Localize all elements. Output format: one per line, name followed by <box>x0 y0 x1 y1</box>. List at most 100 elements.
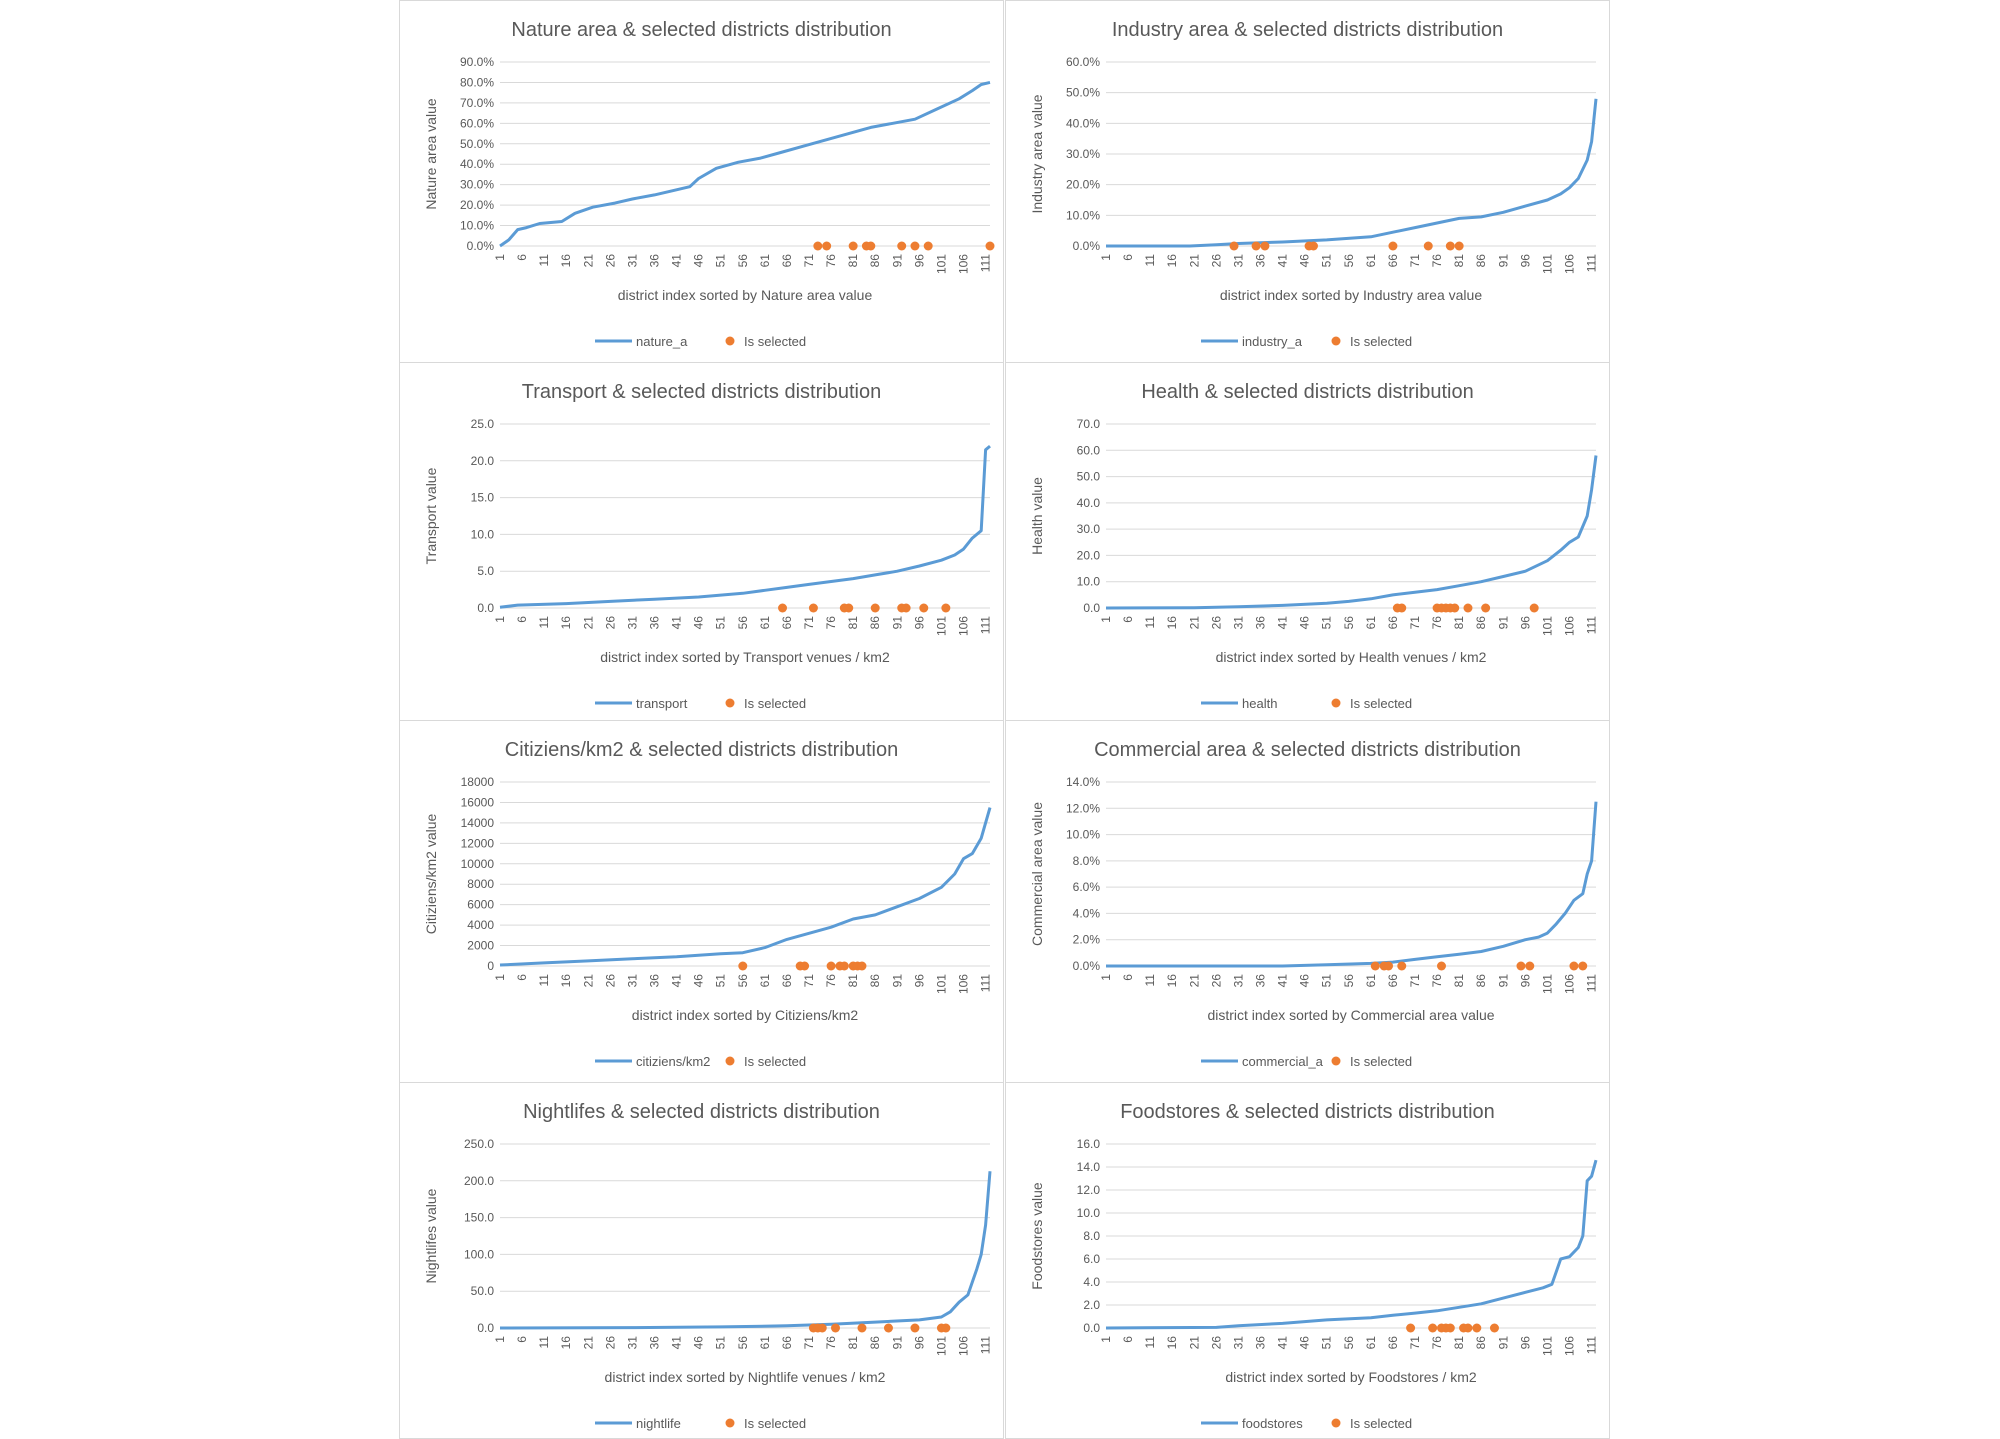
x-tick-label: 66 <box>1386 254 1400 268</box>
chart-panel-3[interactable]: Transport & selected districts distribut… <box>400 362 1003 720</box>
y-tick-label: 60.0% <box>1066 55 1100 69</box>
legend-label: Is selected <box>744 696 806 711</box>
x-tick-label: 101 <box>1540 974 1554 994</box>
chart-panel-1[interactable]: Nature area & selected districts distrib… <box>400 0 1003 362</box>
y-tick-label: 0.0 <box>477 601 494 615</box>
x-tick-label: 81 <box>846 254 860 268</box>
y-axis-title: Health value <box>1029 477 1045 555</box>
selected-district-point <box>1370 961 1380 971</box>
x-tick-label: 96 <box>1518 254 1532 268</box>
y-tick-label: 50.0 <box>1077 470 1101 484</box>
x-tick-label: 81 <box>1452 974 1466 988</box>
selected-district-point <box>866 241 876 251</box>
x-tick-label: 16 <box>559 254 573 268</box>
x-tick-label: 56 <box>736 1336 750 1350</box>
x-tick-label: 71 <box>802 254 816 268</box>
x-tick-label: 71 <box>802 974 816 988</box>
x-tick-label: 41 <box>670 1336 684 1350</box>
y-tick-label: 0 <box>487 959 494 973</box>
x-tick-label: 21 <box>1187 616 1201 630</box>
x-tick-label: 21 <box>1187 254 1201 268</box>
x-tick-label: 91 <box>890 974 904 988</box>
y-tick-label: 40.0% <box>1066 116 1100 130</box>
selected-district-point <box>1472 1323 1482 1333</box>
y-tick-label: 12000 <box>461 836 495 850</box>
y-axis-title: Commercial area value <box>1029 802 1045 946</box>
x-tick-label: 46 <box>1298 616 1312 630</box>
y-tick-label: 10.0 <box>1077 575 1101 589</box>
x-tick-label: 16 <box>1165 974 1179 988</box>
y-tick-label: 200.0 <box>464 1174 494 1188</box>
x-tick-label: 91 <box>890 616 904 630</box>
legend-label: Is selected <box>744 1054 806 1069</box>
chart-panel-4[interactable]: Health & selected districts distribution… <box>1006 362 1609 720</box>
x-tick-label: 51 <box>714 974 728 988</box>
x-tick-label: 1 <box>1099 1336 1113 1343</box>
x-tick-label: 36 <box>648 974 662 988</box>
chart-title: Citiziens/km2 & selected districts distr… <box>505 739 898 761</box>
x-tick-label: 11 <box>537 974 551 987</box>
x-tick-label: 36 <box>648 616 662 630</box>
x-axis-title: district index sorted by Industry area v… <box>1220 287 1482 303</box>
selected-district-point <box>738 961 748 971</box>
selected-district-point <box>822 241 832 251</box>
y-tick-label: 10.0 <box>1077 1206 1101 1220</box>
y-tick-label: 60.0 <box>1077 443 1101 457</box>
x-tick-label: 31 <box>625 616 639 630</box>
x-tick-label: 26 <box>603 974 617 988</box>
y-tick-label: 10.0% <box>1066 828 1100 842</box>
chart-panel-5[interactable]: Citiziens/km2 & selected districts distr… <box>400 720 1003 1082</box>
legend-label: Is selected <box>1350 696 1412 711</box>
selected-district-point <box>857 1323 867 1333</box>
legend-label: Is selected <box>1350 1416 1412 1431</box>
x-tick-label: 51 <box>1320 254 1334 268</box>
x-tick-label: 16 <box>1165 254 1179 268</box>
series-line-transport <box>499 444 991 609</box>
x-tick-label: 46 <box>692 254 706 268</box>
legend-label: nature_a <box>636 334 688 349</box>
x-tick-label: 76 <box>824 1336 838 1350</box>
x-tick-label: 46 <box>1298 974 1312 988</box>
x-tick-label: 31 <box>1231 974 1245 988</box>
y-axis-title: Foodstores value <box>1029 1182 1045 1290</box>
legend-label: health <box>1242 696 1277 711</box>
selected-district-point <box>830 1323 840 1333</box>
x-tick-label: 36 <box>1254 1336 1268 1350</box>
legend-dot-swatch <box>1331 698 1341 708</box>
chart-svg: Nature area & selected districts distrib… <box>423 19 995 349</box>
y-tick-label: 20.0% <box>1066 178 1100 192</box>
x-tick-label: 86 <box>868 616 882 630</box>
selected-district-point <box>919 603 929 613</box>
x-axis-title: district index sorted by Commercial area… <box>1207 1007 1494 1023</box>
selected-district-point <box>839 961 849 971</box>
selected-district-point <box>1489 1323 1499 1333</box>
x-tick-label: 71 <box>1408 616 1422 630</box>
x-tick-label: 81 <box>1452 254 1466 268</box>
x-tick-label: 31 <box>1231 254 1245 268</box>
chart-panel-2[interactable]: Industry area & selected districts distr… <box>1006 0 1609 362</box>
chart-panel-7[interactable]: Nightlifes & selected districts distribu… <box>400 1082 1003 1438</box>
x-tick-label: 71 <box>1408 974 1422 988</box>
x-tick-label: 51 <box>714 254 728 268</box>
selected-district-point <box>1481 603 1491 613</box>
selected-district-point <box>1397 961 1407 971</box>
series-line-industry-a <box>1106 98 1598 248</box>
x-tick-label: 66 <box>780 974 794 988</box>
x-tick-label: 11 <box>1143 974 1157 987</box>
x-tick-label: 36 <box>1254 974 1268 988</box>
x-tick-label: 61 <box>1364 1336 1378 1350</box>
x-tick-label: 21 <box>581 974 595 988</box>
x-tick-label: 61 <box>1364 974 1378 988</box>
x-axis-title: district index sorted by Transport venue… <box>600 649 890 665</box>
x-tick-label: 66 <box>780 616 794 630</box>
x-tick-label: 26 <box>603 254 617 268</box>
selected-district-point <box>923 241 933 251</box>
chart-panel-6[interactable]: Commercial area & selected districts dis… <box>1006 720 1609 1082</box>
selected-district-point <box>910 241 920 251</box>
selected-district-point <box>883 1323 893 1333</box>
x-axis-title: district index sorted by Nightlife venue… <box>605 1369 886 1385</box>
chart-panel-8[interactable]: Foodstores & selected districts distribu… <box>1006 1082 1609 1438</box>
chart-svg: Industry area & selected districts distr… <box>1029 19 1599 349</box>
y-tick-label: 90.0% <box>460 55 494 69</box>
y-axis-title: Industry area value <box>1029 94 1045 213</box>
